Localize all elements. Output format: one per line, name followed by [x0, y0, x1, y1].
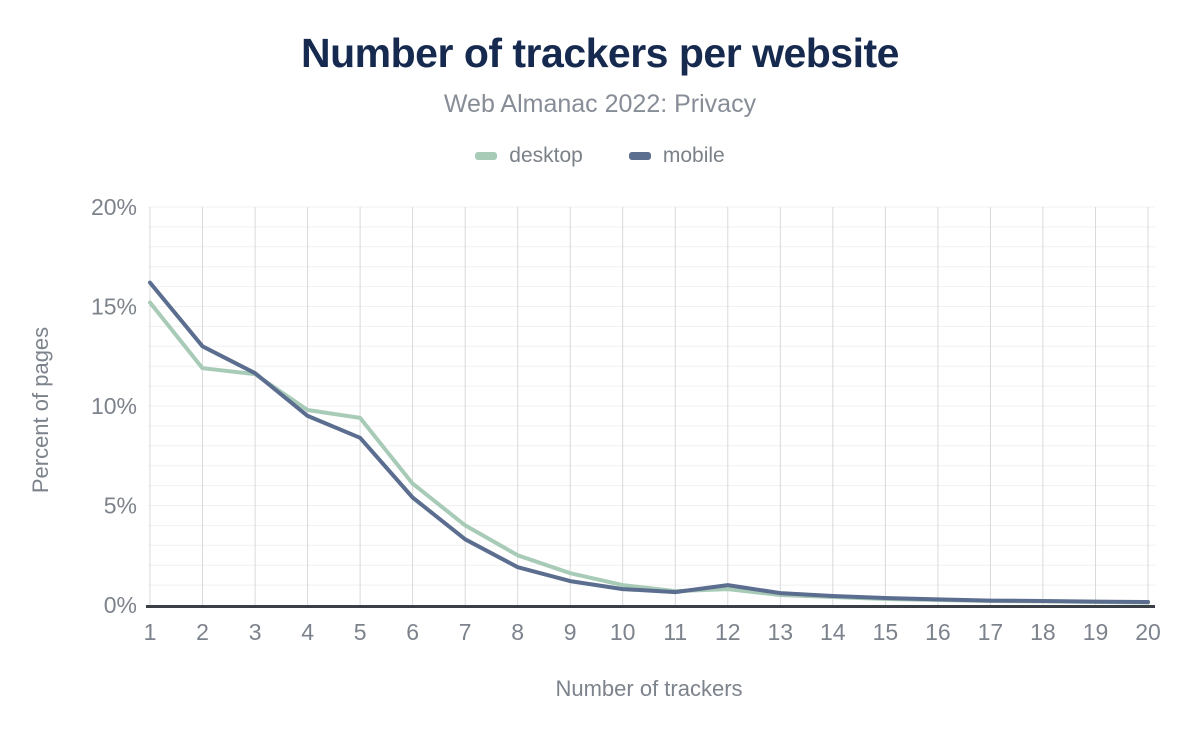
y-axis-title: Percent of pages: [28, 327, 53, 493]
x-tick-label: 14: [820, 619, 846, 645]
desktop-series-swatch-icon: [475, 152, 498, 160]
legend-item-mobile[interactable]: mobile: [628, 144, 725, 168]
x-tick-label: 10: [610, 619, 636, 645]
x-tick-label: 11: [663, 619, 687, 645]
x-tick-label: 19: [1083, 619, 1109, 645]
mobile-series-line[interactable]: [148, 280, 1150, 604]
legend-item-desktop[interactable]: desktop: [475, 144, 583, 168]
legend: desktop mobile: [0, 144, 1200, 168]
x-tick-label: 7: [459, 619, 472, 645]
x-tick-label: 8: [511, 619, 524, 645]
legend-label-mobile: mobile: [662, 144, 725, 167]
x-tick-label: 16: [925, 619, 951, 645]
x-tick-label: 3: [249, 619, 262, 645]
y-tick-label: 10%: [91, 393, 137, 419]
x-tick-label: 1: [144, 619, 157, 645]
x-tick-label: 2: [196, 619, 209, 645]
x-tick-label: 4: [301, 619, 314, 645]
x-tick-label: 15: [873, 619, 899, 645]
grid-layer: [146, 206, 1155, 608]
chart-title: Number of trackers per website: [301, 30, 899, 76]
x-tick-label: 5: [354, 619, 367, 645]
mobile-series-swatch-icon: [628, 152, 651, 160]
y-tick-label: 20%: [91, 194, 137, 220]
x-tick-label: 6: [406, 619, 419, 645]
x-tick-label: 18: [1030, 619, 1056, 645]
x-tick-label: 12: [715, 619, 741, 645]
chart-subtitle: Web Almanac 2022: Privacy: [443, 90, 757, 118]
x-tick-label: 17: [978, 619, 1004, 645]
x-axis-title: Number of trackers: [555, 676, 742, 701]
series-layer: [148, 280, 1150, 605]
tick-layer: 0%5%10%15%20%1 2 3 4 5 6 7 8 9 10 11 12 13 14 15 16 17 18…: [91, 194, 1161, 645]
y-tick-label: 15%: [91, 294, 137, 320]
y-tick-label: 5%: [104, 493, 137, 519]
x-tick-label: 13: [768, 619, 794, 645]
y-tick-label: 0%: [104, 592, 137, 618]
desktop-series-line[interactable]: [148, 300, 1150, 605]
x-tick-label: 20: [1135, 619, 1161, 645]
legend-label-desktop: desktop: [509, 144, 583, 167]
x-tick-label: 9: [564, 619, 577, 645]
